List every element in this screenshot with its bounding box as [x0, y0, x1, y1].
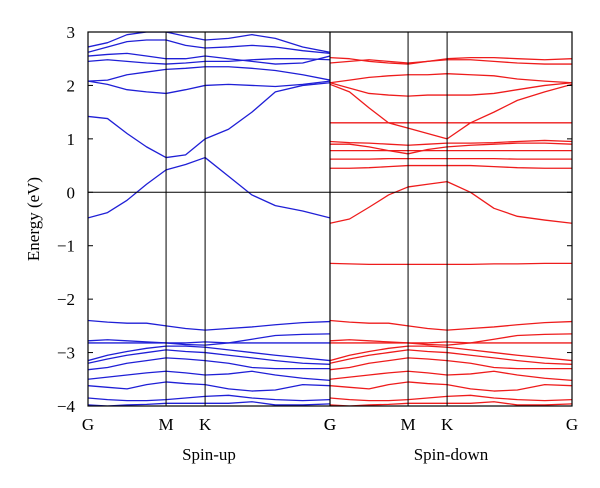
band-line-spin-up-6 [88, 345, 330, 362]
kpoint-label: G [324, 415, 336, 434]
band-line-spin-down-3 [330, 370, 572, 381]
band-line-spin-down-1 [330, 394, 572, 402]
kpoint-label: M [159, 415, 174, 434]
band-line-spin-up-5 [88, 349, 330, 365]
band-line-spin-up-17 [88, 32, 330, 53]
band-line-spin-down-10 [330, 262, 572, 266]
band-line-spin-up-16 [88, 39, 330, 55]
y-tick-label: −1 [57, 237, 75, 256]
band-line-spin-down-15 [330, 142, 572, 155]
kpoint-label: G [82, 415, 94, 434]
y-axis-title: Energy (eV) [24, 177, 43, 261]
band-line-spin-up-12 [88, 80, 330, 95]
band-line-spin-down-19 [330, 82, 572, 97]
band-line-spin-down-0 [330, 401, 572, 406]
band-line-spin-up-7 [88, 341, 330, 344]
band-line-spin-down-4 [330, 357, 572, 371]
band-line-spin-down-7 [330, 341, 572, 344]
band-line-spin-up-11 [88, 82, 330, 159]
band-line-spin-down-9 [330, 319, 572, 331]
band-line-spin-down-2 [330, 381, 572, 392]
band-line-spin-up-3 [88, 370, 330, 381]
band-line-spin-down-16 [330, 139, 572, 146]
y-tick-label: 0 [67, 183, 76, 202]
band-line-spin-up-15 [88, 52, 330, 65]
band-line-spin-up-0 [88, 401, 330, 406]
band-line-spin-up-2 [88, 381, 330, 392]
band-line-spin-down-13 [330, 157, 572, 160]
kpoint-label: M [401, 415, 416, 434]
band-line-spin-down-20 [330, 73, 572, 84]
band-line-spin-up-13 [88, 66, 330, 82]
panel-label-spin-up: Spin-up [182, 445, 236, 464]
band-line-spin-down-11 [330, 180, 572, 224]
kpoint-label: K [441, 415, 454, 434]
axes-frame [87, 31, 573, 407]
y-tick-label: 2 [67, 76, 76, 95]
kpoint-label: G [324, 415, 336, 434]
band-line-spin-up-10 [88, 156, 330, 219]
y-tick-label: 1 [67, 130, 76, 149]
spin-down-bands [330, 57, 572, 406]
band-line-spin-down-12 [330, 164, 572, 169]
band-line-spin-down-8 [330, 333, 572, 346]
band-line-spin-down-18 [330, 83, 572, 140]
y-tick-label: −3 [57, 344, 75, 363]
spin-up-bands [88, 32, 330, 406]
band-line-spin-up-9 [88, 319, 330, 331]
kpoint-label: K [199, 415, 212, 434]
panel-label-spin-down: Spin-down [414, 445, 489, 464]
y-tick-label: −2 [57, 290, 75, 309]
band-line-spin-up-1 [88, 394, 330, 402]
band-line-spin-up-8 [88, 333, 330, 346]
band-line-spin-down-6 [330, 345, 572, 362]
y-tick-label: 3 [67, 23, 76, 42]
band-line-spin-up-4 [88, 357, 330, 371]
kpoint-label: G [566, 415, 578, 434]
band-line-spin-down-5 [330, 349, 572, 365]
y-tick-label: −4 [57, 397, 76, 416]
band-line-spin-down-22 [330, 57, 572, 65]
band-line-spin-up-14 [88, 58, 330, 65]
